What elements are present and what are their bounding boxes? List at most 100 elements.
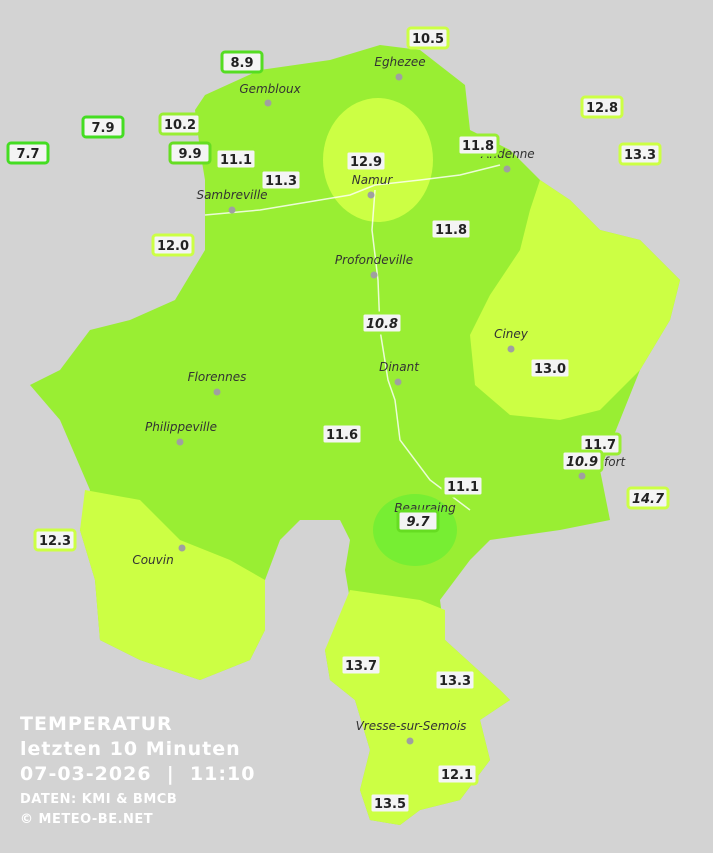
- station-box: [259, 168, 303, 192]
- city-label: Sambreville: [196, 188, 267, 202]
- station: 7.7: [6, 141, 50, 165]
- station: 11.3: [259, 168, 303, 192]
- station-value: 11.3: [265, 174, 297, 189]
- station-value: 12.8: [586, 101, 618, 116]
- city-label: Namur: [352, 173, 394, 187]
- station: 10.5: [406, 26, 450, 50]
- station-box: [320, 422, 364, 446]
- station-box: [406, 26, 450, 50]
- station: 12.3: [33, 528, 77, 552]
- station: 7.9: [81, 115, 125, 139]
- legend-subtitle: letzten 10 Minuten: [20, 738, 241, 760]
- station-value: 11.1: [447, 480, 479, 495]
- station-box: [618, 142, 662, 166]
- station-box: [441, 474, 485, 498]
- station: 13.0: [528, 356, 572, 380]
- station-value: 10.8: [366, 317, 398, 332]
- station-box: [433, 668, 477, 692]
- station-box: [429, 217, 473, 241]
- city-dot: [507, 345, 515, 353]
- station-value: 13.7: [345, 659, 377, 674]
- city-dot: [578, 472, 586, 480]
- station-value: 10.2: [164, 118, 196, 133]
- city-label: Eghezee: [374, 55, 425, 69]
- city-dot: [370, 271, 378, 279]
- legend: TEMPERATUR letzten 10 Minuten 07-03-2026…: [20, 713, 255, 827]
- station: 11.1: [214, 147, 258, 171]
- city-dot: [228, 206, 236, 214]
- city-dot: [503, 165, 511, 173]
- station: 12.9: [344, 149, 388, 173]
- station: 11.8: [429, 217, 473, 241]
- station-box: [360, 311, 404, 335]
- city-dot: [406, 737, 414, 745]
- city-label: Profondeville: [335, 253, 413, 267]
- station-box: [158, 112, 202, 136]
- station: 13.3: [433, 668, 477, 692]
- legend-copyright: © METEO-BE.NET: [20, 812, 153, 827]
- station-box: [368, 791, 412, 815]
- station: 10.2: [158, 112, 202, 136]
- station-value: 11.6: [326, 428, 358, 443]
- station: 12.0: [151, 233, 195, 257]
- city-dot: [394, 378, 402, 386]
- station-value: 11.1: [220, 153, 252, 168]
- station-value: 13.3: [439, 674, 471, 689]
- station: 11.8: [456, 133, 500, 157]
- legend-source: DATEN: KMI & BMCB: [20, 792, 177, 807]
- legend-title: TEMPERATUR: [20, 713, 173, 735]
- station-value: 13.0: [534, 362, 566, 377]
- station-box: [151, 233, 195, 257]
- station-box: [6, 141, 50, 165]
- station-box: [580, 95, 624, 119]
- station-value: 11.7: [584, 438, 616, 453]
- city-dot: [264, 99, 272, 107]
- city-dot: [178, 544, 186, 552]
- station-box: [168, 141, 212, 165]
- station-box: [435, 762, 479, 786]
- station: 10.9: [560, 449, 604, 473]
- station-box: [626, 486, 670, 510]
- station-value: 10.5: [412, 32, 444, 47]
- station-value: 14.7: [632, 492, 665, 507]
- station: 13.3: [618, 142, 662, 166]
- city-label: Ciney: [494, 327, 529, 341]
- station-box: [456, 133, 500, 157]
- station: 14.7: [626, 486, 670, 510]
- station: 11.1: [441, 474, 485, 498]
- legend-timestamp: 07-03-2026 | 11:10: [20, 763, 255, 785]
- station-value: 9.9: [178, 147, 201, 162]
- station-value: 11.8: [462, 139, 494, 154]
- station: 11.6: [320, 422, 364, 446]
- station-value: 7.7: [16, 147, 39, 162]
- station-value: 12.3: [39, 534, 71, 549]
- station-box: [344, 149, 388, 173]
- station-value: 7.9: [91, 121, 114, 136]
- station-box: [560, 449, 604, 473]
- city-dot: [367, 191, 375, 199]
- station: 9.9: [168, 141, 212, 165]
- station: 8.9: [220, 50, 264, 74]
- city-label: Gembloux: [239, 82, 301, 96]
- city-dot: [176, 438, 184, 446]
- station-box: [214, 147, 258, 171]
- station-box: [528, 356, 572, 380]
- station-value: 9.7: [406, 515, 430, 530]
- city-dot: [395, 73, 403, 81]
- station-box: [81, 115, 125, 139]
- station-value: 12.0: [157, 239, 189, 254]
- station-box: [33, 528, 77, 552]
- station: 12.8: [580, 95, 624, 119]
- station: 13.5: [368, 791, 412, 815]
- station-box: [396, 509, 440, 533]
- station-value: 13.3: [624, 148, 656, 163]
- station-value: 13.5: [374, 797, 406, 812]
- station-value: 10.9: [566, 455, 598, 470]
- station-box: [220, 50, 264, 74]
- station-box: [339, 653, 383, 677]
- station-value: 12.9: [350, 155, 382, 170]
- station: 12.1: [435, 762, 479, 786]
- station: 13.7: [339, 653, 383, 677]
- city-label: Florennes: [188, 370, 247, 384]
